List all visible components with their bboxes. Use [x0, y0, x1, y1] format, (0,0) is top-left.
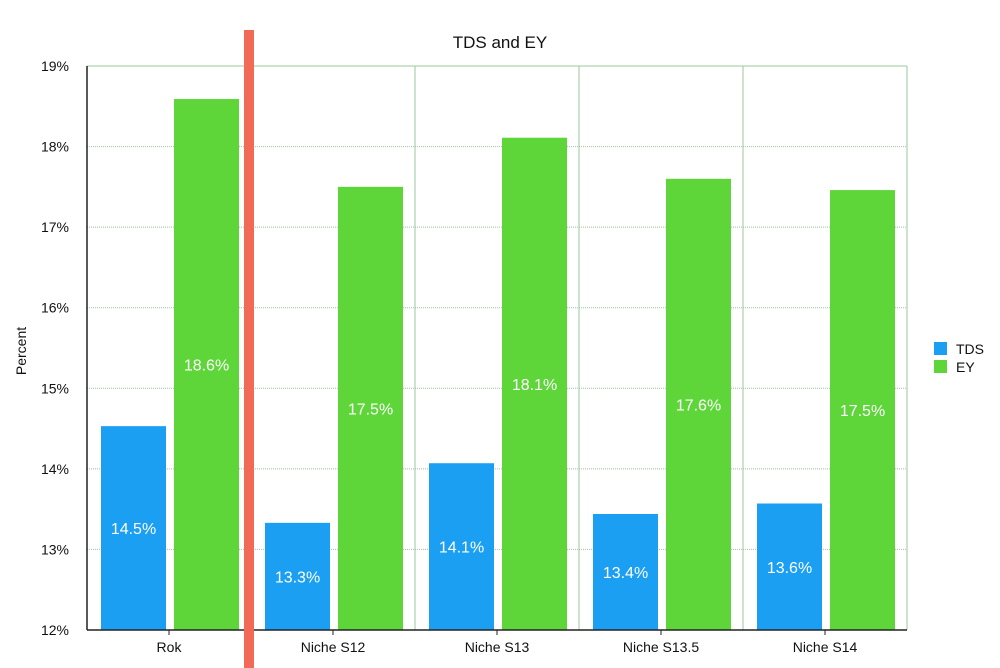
data-label: 17.5%: [348, 401, 393, 418]
bar-ey: [338, 186, 403, 630]
data-label: 18.1%: [512, 377, 557, 394]
bar-tds: [593, 513, 658, 630]
chart-title: TDS and EY: [453, 33, 548, 52]
data-label: 14.5%: [111, 521, 156, 538]
y-tick-label: 18%: [41, 139, 69, 155]
x-tick-label: Niche S13: [465, 639, 530, 655]
data-label: 13.6%: [767, 560, 812, 577]
bar-ey: [666, 178, 731, 631]
y-tick-label: 14%: [41, 461, 69, 477]
x-tick-label: Niche S12: [301, 639, 366, 655]
bar-tds: [265, 522, 330, 630]
data-label: 17.5%: [840, 403, 885, 420]
bar-ey: [830, 190, 895, 630]
bar-ey: [502, 137, 567, 631]
legend-label: TDS: [956, 341, 984, 357]
x-tick-label: Niche S13.5: [623, 639, 699, 655]
bars: [101, 99, 895, 631]
y-tick-label: 17%: [41, 219, 69, 235]
x-tick-label: Niche S14: [793, 639, 858, 655]
legend-swatch-tds: [934, 342, 947, 355]
data-label: 13.3%: [275, 569, 320, 586]
divider-line: [244, 30, 254, 668]
legend-label: EY: [956, 359, 975, 375]
data-label: 18.6%: [184, 358, 229, 375]
bar-tds: [429, 463, 494, 630]
axes: 12% 13% 14% 15% 16% 17% 18% 19% Rok Niche S12 Nich…: [41, 58, 908, 655]
bar-ey: [174, 99, 239, 630]
data-label: 14.1%: [439, 540, 484, 557]
legend: TDS EY: [934, 341, 984, 375]
y-tick-label: 16%: [41, 300, 69, 316]
bar-labels: 14.5% 18.6% 13.3% 17.5% 14.1% 18.1% 13.4% 17.6%…: [111, 358, 885, 587]
y-axis-label: Percent: [13, 327, 29, 375]
bar-tds: [101, 426, 166, 630]
data-label: 13.4%: [603, 565, 648, 582]
data-label: 17.6%: [676, 397, 721, 414]
y-tick-label: 12%: [41, 622, 69, 638]
y-tick-label: 13%: [41, 541, 69, 557]
y-tick-label: 19%: [41, 58, 69, 74]
bar-tds: [757, 503, 822, 630]
y-tick-label: 15%: [41, 380, 69, 396]
legend-swatch-ey: [934, 360, 947, 373]
x-tick-label: Rok: [157, 639, 183, 655]
